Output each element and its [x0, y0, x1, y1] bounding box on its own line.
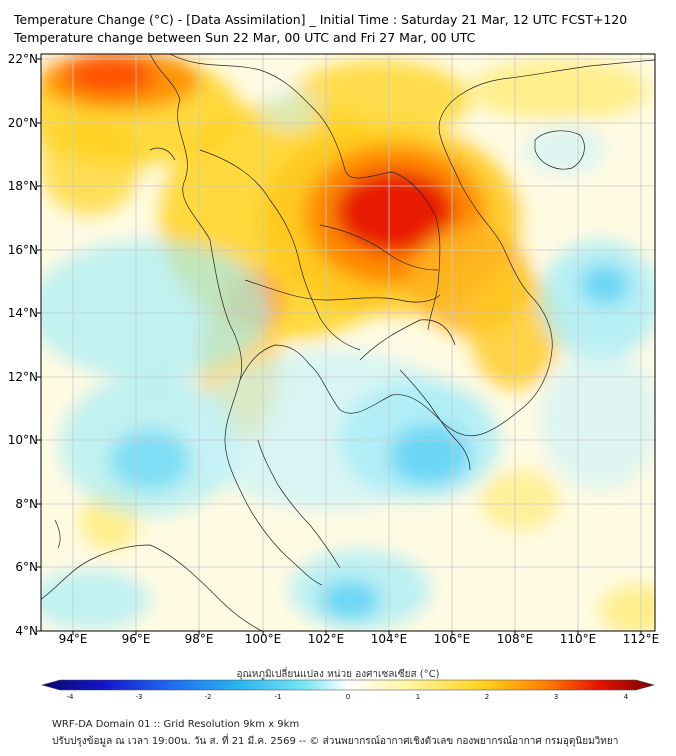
lat-label-12n: 12°N — [7, 370, 38, 384]
lon-label-98e: 98°E — [184, 632, 214, 646]
lat-label-20n: 20°N — [7, 116, 38, 130]
coastlines-and-borders — [41, 54, 655, 631]
colorbar-tick: -4 — [66, 693, 74, 701]
lat-label-16n: 16°N — [7, 243, 38, 257]
colorbar-tick: -2 — [204, 693, 212, 701]
colorbar-tick: -3 — [135, 693, 143, 701]
colorbar-tick: -1 — [274, 693, 282, 701]
lon-label-108e: 108°E — [496, 632, 534, 646]
lat-label-6n: 6°N — [15, 560, 38, 574]
lat-label-22n: 22°N — [7, 52, 38, 66]
colorbar-tick: 1 — [415, 693, 421, 701]
map-frame — [40, 53, 656, 632]
graticule — [41, 54, 655, 631]
colorbar-title: อุณหภูมิเปลี่ยนแปลง หน่วย องศาเซลเซียส (… — [236, 669, 440, 680]
colorbar-tick: 0 — [345, 693, 351, 701]
colorbar-tick: 3 — [553, 693, 559, 701]
lon-label-104e: 104°E — [370, 632, 408, 646]
lon-label-112e: 112°E — [622, 632, 660, 646]
lat-label-14n: 14°N — [7, 306, 38, 320]
lon-label-102e: 102°E — [307, 632, 345, 646]
axis-ticks — [37, 58, 642, 635]
lat-label-18n: 18°N — [7, 179, 38, 193]
lon-label-96e: 96°E — [121, 632, 151, 646]
temperature-change-map — [37, 53, 656, 635]
lon-label-94e: 94°E — [58, 632, 88, 646]
lat-label-4n: 4°N — [15, 624, 38, 638]
map-subtitle: Temperature change between Sun 22 Mar, 0… — [14, 30, 476, 45]
update-info: ปรับปรุงข้อมูล ณ เวลา 19:00น. วัน ส. ที่… — [52, 736, 619, 747]
map-title: Temperature Change (°C) - [Data Assimila… — [14, 12, 628, 27]
lon-label-106e: 106°E — [433, 632, 471, 646]
lon-label-100e: 100°E — [244, 632, 282, 646]
lat-label-8n: 8°N — [15, 497, 38, 511]
lon-label-110e: 110°E — [559, 632, 597, 646]
model-info: WRF-DA Domain 01 :: Grid Resolution 9km … — [52, 719, 300, 730]
lat-label-10n: 10°N — [7, 433, 38, 447]
colorbar-tick: 4 — [623, 693, 629, 701]
colorbar-tick: 2 — [484, 693, 490, 701]
